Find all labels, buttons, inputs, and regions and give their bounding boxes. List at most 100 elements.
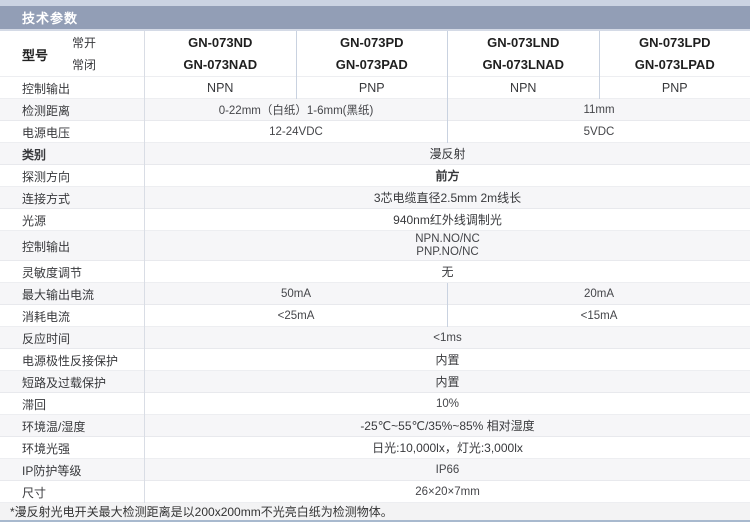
spec-row-detect-direction: 探测方向 前方 [0, 165, 750, 187]
row-label: 检测距离 [0, 99, 145, 121]
model-no: GN-073LND [487, 35, 560, 50]
row-values: 50mA 20mA [145, 283, 750, 305]
row-values: NPN.NO/NC PNP.NO/NC [145, 231, 750, 261]
row-label: 探测方向 [0, 165, 145, 187]
spec-row-max-output-current: 最大输出电流 50mA 20mA [0, 283, 750, 305]
model-column: GN-073PD GN-073PAD [295, 31, 448, 77]
spec-row-ambient-light: 环境光强 日光:10,000lx，灯光:3,000lx [0, 437, 750, 459]
row-values: 漫反射 [145, 143, 750, 165]
row-label: 环境温/湿度 [0, 415, 145, 437]
bottom-border [0, 520, 750, 522]
row-value: 漫反射 [429, 146, 466, 161]
model-no: GN-073PD [339, 35, 404, 50]
row-label: 最大输出电流 [0, 283, 145, 305]
model-nc: GN-073PAD [335, 57, 408, 72]
model-column: GN-073ND GN-073NAD [145, 31, 296, 77]
row-value: 内置 [435, 352, 460, 367]
row-values: NPN PNP NPN PNP [145, 77, 750, 99]
section-header: 技术参数 [0, 6, 750, 31]
row-value: 26×20×7mm [415, 485, 480, 498]
row-label: 控制输出 [0, 77, 145, 99]
model-row-label-cell: 型号 常开 常闭 [0, 31, 145, 77]
row-values: 日光:10,000lx，灯光:3,000lx [145, 437, 750, 459]
model-no: GN-073ND [188, 35, 253, 50]
row-values: 内置 [145, 371, 750, 393]
row-value-left: 0-22mm（白纸）1-6mm(黑纸) [218, 105, 374, 117]
row-value-line1: NPN.NO/NC [415, 233, 480, 245]
model-columns: GN-073ND GN-073NAD GN-073PD GN-073PAD GN… [145, 31, 750, 77]
row-values: <25mA <15mA [145, 305, 750, 327]
model-nc: GN-073LNAD [482, 57, 565, 72]
row-value: PNP [295, 77, 448, 99]
top-divider [0, 0, 750, 6]
row-label: 滞回 [0, 393, 145, 415]
row-value-right: 5VDC [447, 121, 750, 143]
spec-row-response-time: 反应时间 <1ms [0, 327, 750, 349]
spec-row-reverse-polarity: 电源极性反接保护 内置 [0, 349, 750, 371]
row-value: NPN [447, 77, 599, 99]
row-values: 26×20×7mm [145, 481, 750, 503]
row-label: 类别 [0, 143, 145, 165]
row-label: 电源电压 [0, 121, 145, 143]
row-label: 环境光强 [0, 437, 145, 459]
row-label: 电源极性反接保护 [0, 349, 145, 371]
spec-row-light-source: 光源 940nm红外线调制光 [0, 209, 750, 231]
row-values: -25℃~55℃/35%~85% 相对湿度 [145, 415, 750, 437]
row-values: 内置 [145, 349, 750, 371]
spec-row-ip-rating: IP防护等级 IP66 [0, 459, 750, 481]
row-values: 前方 [145, 165, 750, 187]
spec-row-short-circuit: 短路及过载保护 内置 [0, 371, 750, 393]
model-nc: GN-073NAD [183, 57, 258, 72]
spec-row-ambient-temp-humidity: 环境温/湿度 -25℃~55℃/35%~85% 相对湿度 [0, 415, 750, 437]
spec-row-hysteresis: 滞回 10% [0, 393, 750, 415]
spec-row-supply-voltage: 电源电压 12-24VDC 5VDC [0, 121, 750, 143]
model-nc: GN-073LPAD [634, 57, 715, 72]
row-value: 940nm红外线调制光 [393, 212, 502, 227]
spec-row-control-output: 控制输出 NPN PNP NPN PNP [0, 77, 750, 99]
row-value-left: <25mA [277, 310, 315, 322]
spec-row-connection: 连接方式 3芯电缆直径2.5mm 2m线长 [0, 187, 750, 209]
row-label: 尺寸 [0, 481, 145, 503]
row-values: <1ms [145, 327, 750, 349]
row-value: 内置 [435, 374, 460, 389]
row-value: 3芯电缆直径2.5mm 2m线长 [373, 190, 522, 205]
row-label: IP防护等级 [0, 459, 145, 481]
row-value: <1ms [433, 331, 462, 344]
row-label: 短路及过载保护 [0, 371, 145, 393]
model-sub-labels: 常开 常闭 [72, 32, 96, 76]
model-column: GN-073LPD GN-073LPAD [598, 31, 750, 77]
row-value-right: 20mA [447, 283, 750, 305]
row-label: 灵敏度调节 [0, 261, 145, 283]
row-label: 反应时间 [0, 327, 145, 349]
row-label: 控制输出 [0, 231, 145, 261]
normally-open-label: 常开 [72, 36, 97, 50]
row-value: PNP [598, 77, 750, 99]
row-value-left: 12-24VDC [269, 126, 323, 138]
row-value: -25℃~55℃/35%~85% 相对湿度 [360, 418, 535, 433]
spec-row-output-type: 控制输出 NPN.NO/NC PNP.NO/NC [0, 231, 750, 261]
model-row: 型号 常开 常闭 GN-073ND GN-073NAD GN-073PD GN-… [0, 31, 750, 77]
row-label: 连接方式 [0, 187, 145, 209]
row-values: 12-24VDC 5VDC [145, 121, 750, 143]
row-value: IP66 [435, 463, 460, 476]
spec-row-category: 类别 漫反射 [0, 143, 750, 165]
row-label: 型号 [22, 47, 49, 63]
row-value-left: 50mA [280, 288, 312, 300]
model-column: GN-073LND GN-073LNAD [447, 31, 599, 77]
row-value-line2: PNP.NO/NC [416, 246, 479, 258]
row-values: 0-22mm（白纸）1-6mm(黑纸) 11mm [145, 99, 750, 121]
spec-row-detect-distance: 检测距离 0-22mm（白纸）1-6mm(黑纸) 11mm [0, 99, 750, 121]
row-label: 光源 [0, 209, 145, 231]
row-value: NPN [207, 81, 234, 95]
row-value: 前方 [435, 168, 460, 183]
spec-table: 型号 常开 常闭 GN-073ND GN-073NAD GN-073PD GN-… [0, 31, 750, 503]
row-label: 消耗电流 [0, 305, 145, 327]
row-values: IP66 [145, 459, 750, 481]
row-value: NPN.NO/NC PNP.NO/NC [145, 231, 750, 261]
spec-row-dimensions: 尺寸 26×20×7mm [0, 481, 750, 503]
model-no: GN-073LPD [638, 35, 711, 50]
row-value: 无 [441, 264, 454, 279]
normally-closed-label: 常闭 [72, 58, 97, 72]
row-values: 无 [145, 261, 750, 283]
